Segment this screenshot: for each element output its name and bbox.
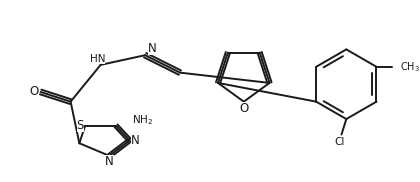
Text: N: N: [105, 155, 114, 168]
Text: CH$_3$: CH$_3$: [400, 60, 420, 74]
Text: HN: HN: [90, 54, 105, 64]
Text: S: S: [76, 119, 84, 132]
Text: Cl: Cl: [334, 137, 345, 147]
Text: O: O: [239, 102, 248, 115]
Text: N: N: [131, 134, 140, 147]
Text: N: N: [148, 42, 157, 55]
Text: O: O: [29, 86, 39, 98]
Text: NH$_2$: NH$_2$: [131, 113, 153, 127]
